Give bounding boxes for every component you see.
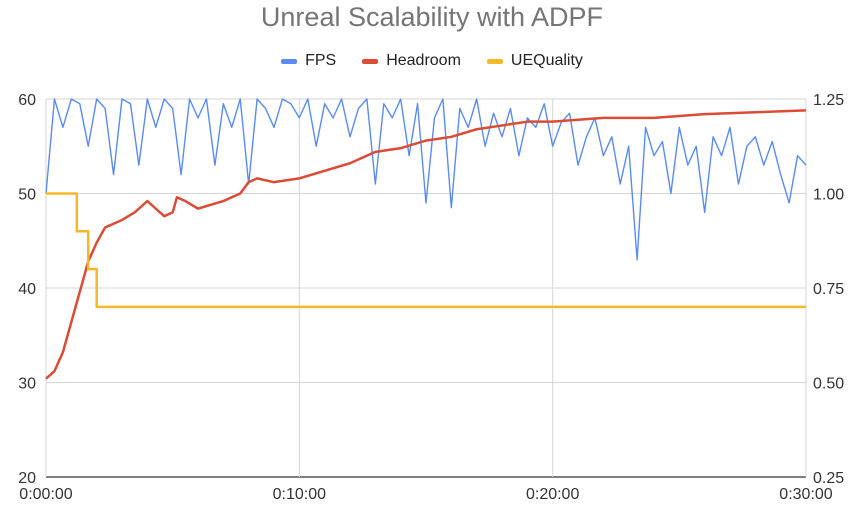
legend: FPS Headroom UEQuality xyxy=(0,52,864,70)
x-tick-label: 0:30:00 xyxy=(779,486,832,503)
y-right-tick-label: 0.75 xyxy=(813,281,844,298)
chart-title: Unreal Scalability with ADPF xyxy=(260,2,604,32)
legend-item-fps[interactable]: FPS xyxy=(281,52,336,70)
y-right-tick-label: 1.25 xyxy=(813,92,844,109)
uequality-swatch xyxy=(486,58,503,64)
y-left-tick-label: 20 xyxy=(18,470,36,487)
legend-label: UEQuality xyxy=(510,52,583,69)
y-right-tick-label: 1.00 xyxy=(813,187,844,204)
legend-label: FPS xyxy=(305,52,337,69)
series-line-headroom xyxy=(45,109,807,380)
x-tick-label: 0:00:00 xyxy=(19,486,72,503)
y-left-tick-label: 60 xyxy=(18,92,36,109)
series-line-uequality xyxy=(46,192,806,309)
y-right-tick-label: 0.50 xyxy=(813,376,844,393)
legend-label: Headroom xyxy=(386,52,461,69)
y-left-tick-label: 50 xyxy=(18,187,36,204)
fps-swatch xyxy=(281,58,298,64)
y-left-tick-label: 40 xyxy=(18,281,36,298)
x-tick-label: 0:10:00 xyxy=(273,486,326,503)
headroom-swatch xyxy=(362,58,379,64)
y-right-tick-label: 0.25 xyxy=(813,470,844,487)
x-tick-label: 0:20:00 xyxy=(526,486,579,503)
series-line-fps xyxy=(45,98,807,261)
legend-item-headroom[interactable]: Headroom xyxy=(362,52,461,70)
y-left-tick-label: 30 xyxy=(18,376,36,393)
legend-item-uequality[interactable]: UEQuality xyxy=(486,52,583,70)
